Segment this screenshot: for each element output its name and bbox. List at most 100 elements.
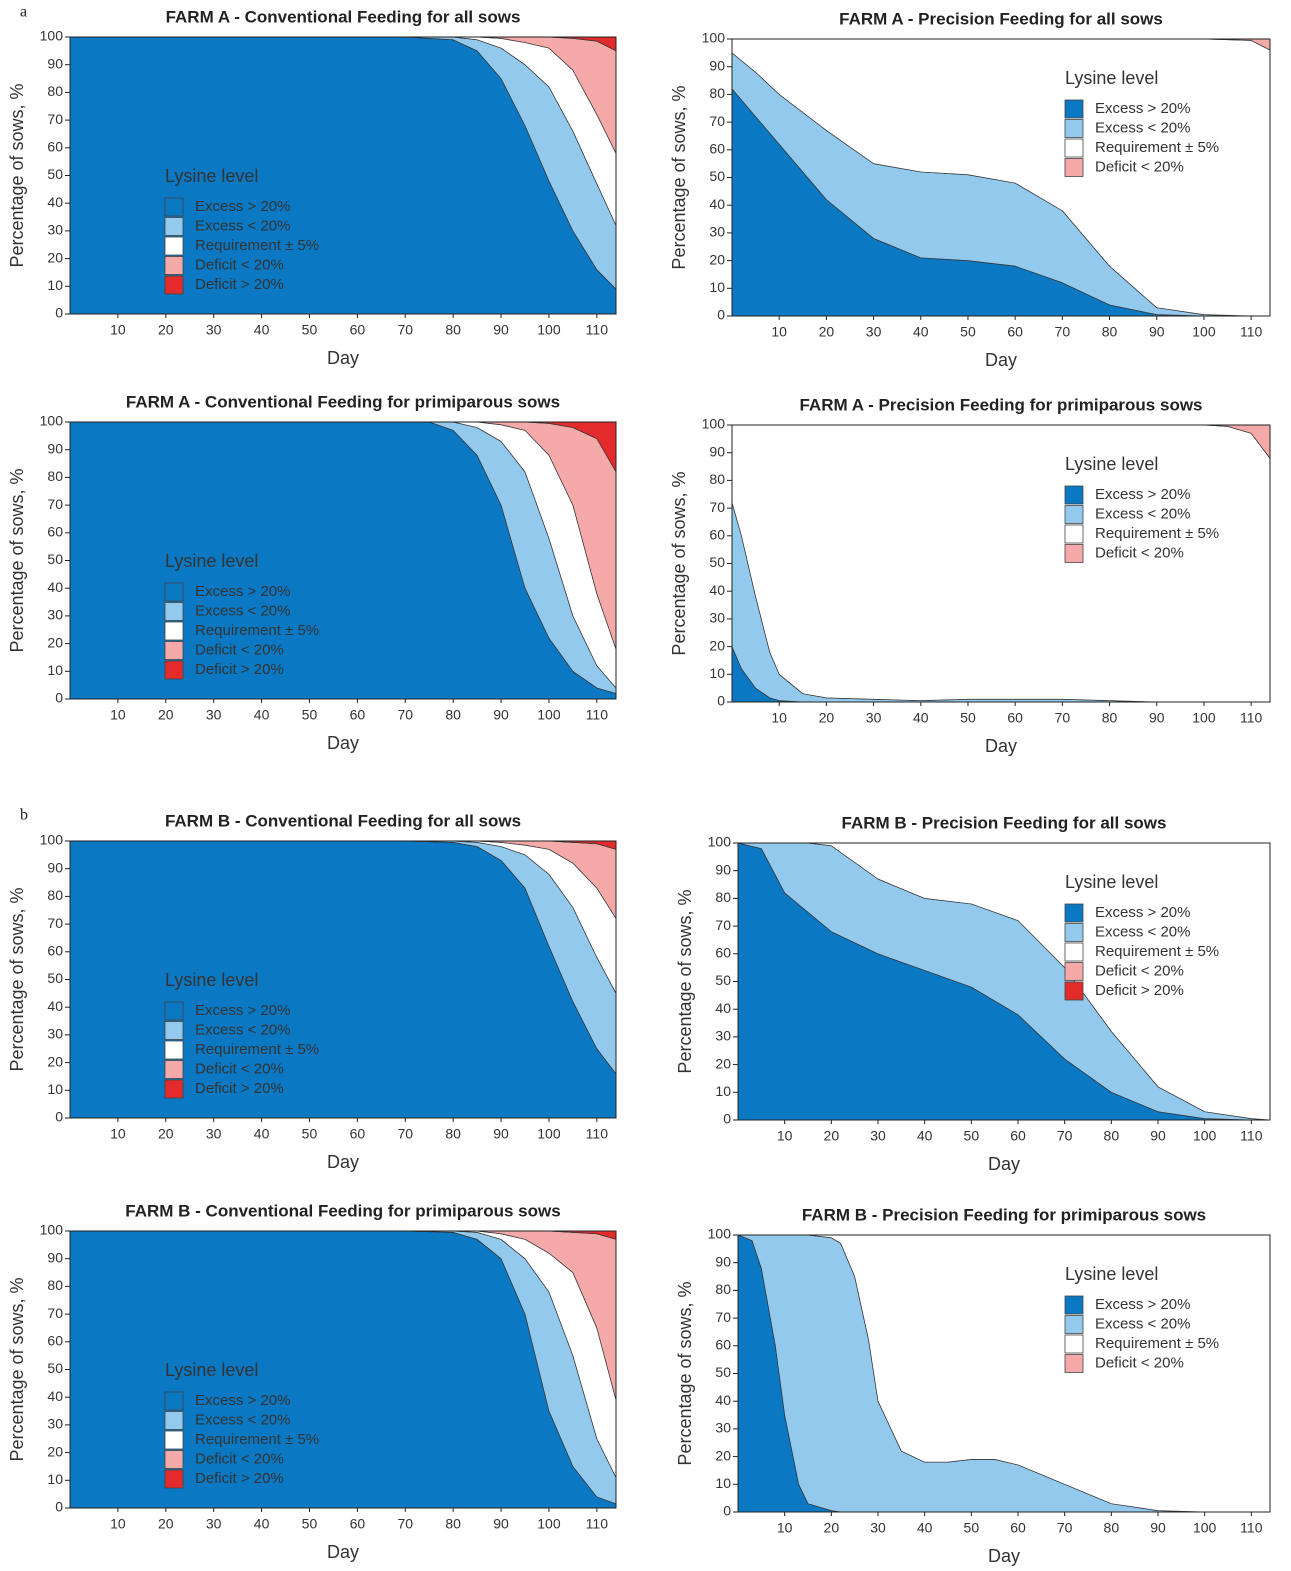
legend-label: Deficit < 20% [195, 256, 284, 273]
chart-title: FARM B - Precision Feeding for primiparo… [802, 1205, 1206, 1224]
y-tick-label: 50 [715, 972, 731, 988]
x-tick-label: 20 [824, 1128, 840, 1144]
y-tick-label: 20 [47, 1053, 63, 1069]
y-tick-label: 80 [709, 85, 725, 101]
x-tick-label: 20 [819, 710, 835, 726]
x-tick-label: 110 [1240, 1520, 1263, 1536]
y-axis-label: Percentage of sows, % [669, 471, 689, 655]
legend-label: Requirement ± 5% [195, 622, 319, 639]
y-tick-label: 100 [40, 1222, 64, 1238]
legend-swatch [164, 256, 184, 275]
x-tick-label: 40 [254, 1516, 270, 1532]
x-tick-label: 40 [917, 1128, 933, 1144]
legend-label: Excess < 20% [1095, 119, 1190, 136]
legend-swatch [1064, 1295, 1084, 1315]
y-tick-label: 60 [47, 524, 63, 540]
legend-swatch [164, 217, 184, 236]
y-tick-label: 50 [709, 554, 725, 570]
x-tick-label: 80 [1104, 1128, 1120, 1144]
y-tick-label: 20 [709, 637, 725, 653]
legend-label: Excess > 20% [195, 198, 290, 215]
y-tick-label: 100 [708, 1226, 732, 1242]
legend-label: Deficit < 20% [195, 641, 284, 658]
legend-label: Deficit < 20% [195, 1450, 284, 1467]
x-tick-label: 90 [1150, 1520, 1166, 1536]
x-tick-label: 60 [1007, 324, 1023, 340]
y-tick-label: 100 [708, 834, 732, 850]
legend-title: Lysine level [165, 1360, 258, 1380]
legend-label: Deficit > 20% [195, 276, 284, 293]
y-tick-label: 30 [47, 1416, 63, 1432]
chart-title: FARM A - Precision Feeding for all sows [839, 9, 1163, 28]
legend-label: Excess > 20% [195, 1002, 290, 1019]
chart-title: FARM A - Conventional Feeding for primip… [126, 392, 560, 411]
x-tick-label: 90 [493, 1126, 509, 1142]
x-tick-label: 10 [110, 707, 126, 723]
y-tick-label: 100 [702, 30, 726, 46]
legend-swatch [1064, 99, 1084, 119]
y-tick-label: 70 [47, 1305, 63, 1321]
x-tick-label: 70 [397, 322, 413, 338]
y-tick-label: 0 [55, 1499, 63, 1515]
x-tick-label: 30 [866, 710, 882, 726]
legend-title: Lysine level [1065, 454, 1158, 474]
chart-title: FARM A - Precision Feeding for primiparo… [799, 395, 1202, 414]
x-tick-label: 100 [537, 322, 561, 338]
x-tick-label: 50 [302, 1126, 318, 1142]
x-tick-label: 110 [586, 1126, 609, 1142]
legend-swatch [1064, 119, 1084, 138]
y-tick-label: 30 [709, 224, 725, 240]
legend-label: Deficit > 20% [195, 661, 284, 678]
x-tick-label: 110 [1240, 324, 1263, 340]
chart-title: FARM B - Conventional Feeding for primip… [125, 1201, 560, 1220]
y-tick-label: 50 [47, 166, 63, 182]
y-tick-label: 70 [715, 1309, 731, 1325]
y-tick-label: 90 [709, 443, 725, 459]
x-tick-label: 20 [158, 1126, 174, 1142]
legend-swatch [1064, 524, 1084, 544]
legend-swatch [164, 1079, 184, 1099]
x-tick-label: 110 [1240, 710, 1263, 726]
y-tick-label: 0 [717, 307, 725, 323]
y-axis-label: Percentage of sows, % [7, 83, 27, 267]
y-tick-label: 30 [709, 610, 725, 626]
legend-swatch [164, 1469, 184, 1489]
legend-swatch [164, 1060, 184, 1079]
x-tick-label: 50 [302, 707, 318, 723]
x-tick-label: 70 [1057, 1520, 1073, 1536]
x-axis-label: Day [327, 733, 359, 753]
legend-label: Excess < 20% [1095, 505, 1190, 522]
legend-swatch [1064, 505, 1084, 524]
y-tick-label: 80 [709, 471, 725, 487]
legend-label: Excess > 20% [1095, 1296, 1190, 1313]
x-tick-label: 50 [302, 322, 318, 338]
x-tick-label: 100 [1192, 710, 1216, 726]
y-tick-label: 10 [715, 1083, 731, 1099]
legend-title: Lysine level [165, 166, 258, 186]
legend-label: Excess < 20% [195, 217, 290, 234]
y-tick-label: 0 [55, 1109, 63, 1125]
legend-label: Requirement ± 5% [1095, 139, 1219, 156]
legend-swatch [1064, 923, 1084, 942]
y-tick-label: 80 [47, 83, 63, 99]
x-tick-label: 70 [397, 1516, 413, 1532]
y-tick-label: 0 [723, 1111, 731, 1127]
x-tick-label: 60 [1007, 710, 1023, 726]
y-tick-label: 60 [47, 943, 63, 959]
legend-label: Requirement ± 5% [1095, 943, 1219, 960]
legend-label: Requirement ± 5% [195, 1431, 319, 1448]
legend-swatch [164, 1391, 184, 1411]
y-tick-label: 30 [47, 1026, 63, 1042]
x-tick-label: 50 [964, 1128, 980, 1144]
legend-swatch [1064, 1334, 1084, 1354]
legend-label: Deficit > 20% [195, 1470, 284, 1487]
legend-swatch [164, 582, 184, 602]
x-tick-label: 10 [110, 1516, 126, 1532]
x-tick-label: 80 [445, 322, 461, 338]
y-tick-label: 40 [47, 1388, 63, 1404]
chart-title: FARM B - Precision Feeding for all sows [842, 813, 1167, 832]
y-tick-label: 10 [47, 1081, 63, 1097]
legend-swatch [1064, 1354, 1084, 1373]
y-tick-label: 50 [47, 1360, 63, 1376]
legend-swatch [164, 1450, 184, 1469]
